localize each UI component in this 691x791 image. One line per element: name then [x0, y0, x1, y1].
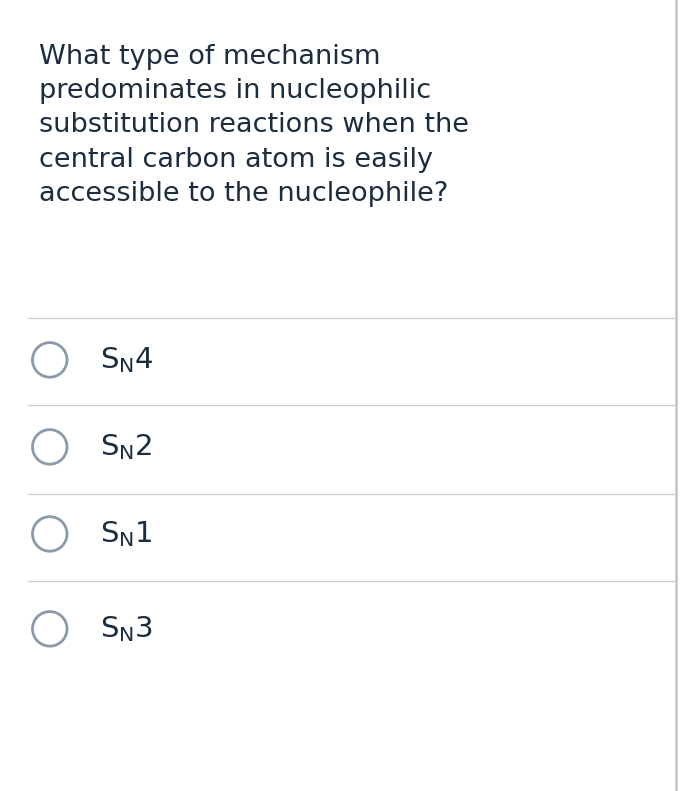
- Text: $\mathregular{S}_{\mathregular{N}}4$: $\mathregular{S}_{\mathregular{N}}4$: [100, 345, 154, 375]
- Text: $\mathregular{S}_{\mathregular{N}}3$: $\mathregular{S}_{\mathregular{N}}3$: [100, 614, 153, 644]
- Text: What type of mechanism
predominates in nucleophilic
substitution reactions when : What type of mechanism predominates in n…: [39, 44, 469, 207]
- Text: $\mathregular{S}_{\mathregular{N}}1$: $\mathregular{S}_{\mathregular{N}}1$: [100, 519, 153, 549]
- Text: $\mathregular{S}_{\mathregular{N}}2$: $\mathregular{S}_{\mathregular{N}}2$: [100, 432, 153, 462]
